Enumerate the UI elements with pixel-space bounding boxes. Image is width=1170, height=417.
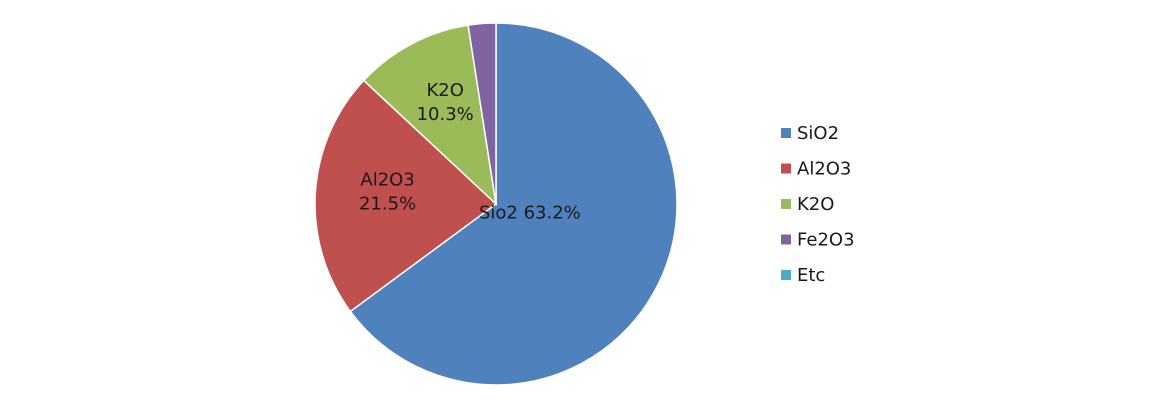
pie-slice-sio2: [349, 22, 678, 386]
legend-swatch-k2o: [781, 199, 791, 209]
slice-labels: Sio2 63.2% Al2O3 21.5%K2O 10.3%: [359, 80, 581, 223]
legend-label-etc: Etc: [797, 265, 825, 286]
pie-slices: [314, 22, 678, 386]
legend: SiO2 Al2O3 K2O Fe2O3 Etc: [781, 123, 855, 286]
slice-label-al2o3: Al2O3 21.5%: [359, 170, 416, 215]
legend-swatch-fe2o3: [781, 234, 791, 245]
legend-swatch-al2o3: [781, 163, 791, 174]
pie-slice-fe2o3: [467, 22, 497, 205]
legend-swatch-sio2: [781, 128, 791, 138]
slice-label-k2o: K2O 10.3%: [417, 80, 474, 125]
legend-label-al2o3: Al2O3: [797, 159, 851, 180]
legend-label-k2o: K2O: [797, 194, 834, 215]
pie-slice-k2o: [362, 24, 498, 207]
pie-slice-al2o3: [314, 79, 498, 313]
legend-swatch-etc: [781, 270, 791, 280]
slice-label-sio2: Sio2 63.2%: [479, 202, 581, 223]
legend-label-fe2o3: Fe2O3: [797, 230, 855, 251]
legend-label-sio2: SiO2: [797, 123, 839, 144]
